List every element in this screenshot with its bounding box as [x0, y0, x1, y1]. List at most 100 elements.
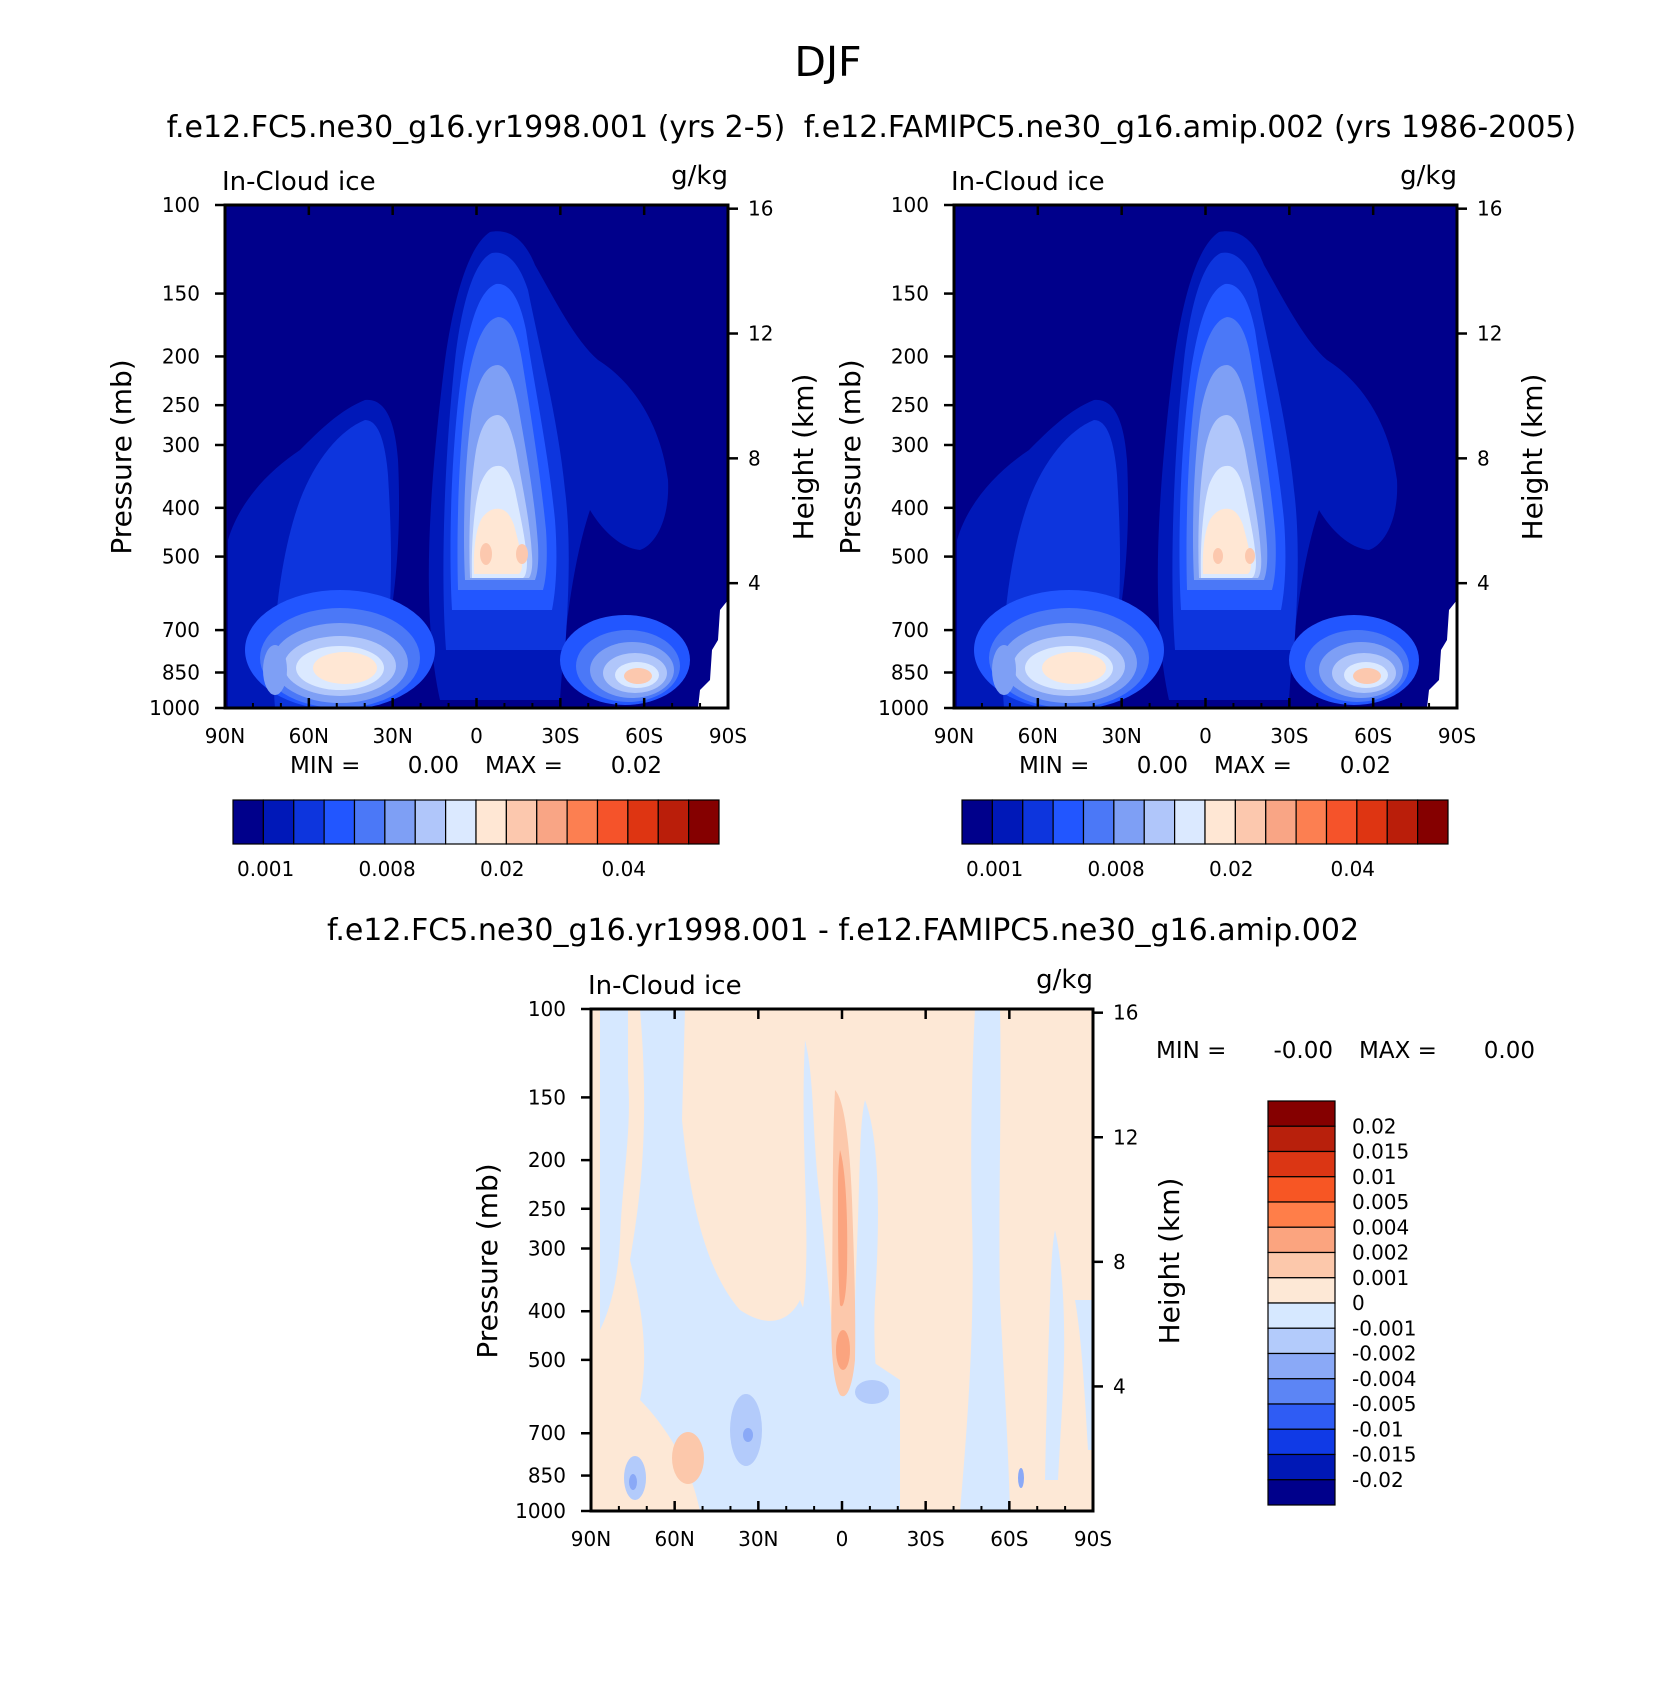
diff-max-label: MAX =	[1359, 1038, 1437, 1064]
y-tick-label: 500	[528, 1348, 566, 1372]
colorbar-swatch	[353, 799, 386, 845]
colorbar-label: 0.008	[359, 857, 416, 881]
height-tick-label: 12	[748, 322, 773, 346]
y-tick-label: 850	[891, 660, 929, 684]
colorbar-label: -0.005	[1352, 1392, 1416, 1416]
height-tick-label: 8	[1113, 1250, 1126, 1274]
diff-units-label: g/kg	[1036, 965, 1093, 995]
y-tick-label: 250	[162, 393, 200, 417]
y-tick-label: 400	[162, 496, 200, 520]
diff-ylabel-height: Height (km)	[1153, 1178, 1186, 1345]
height-tick-label: 4	[748, 571, 761, 595]
y-tick-label: 850	[528, 1464, 566, 1488]
colorbar-label: 0.001	[1352, 1266, 1409, 1290]
left-ylabel-height: Height (km)	[787, 374, 820, 541]
colorbar-label: -0.004	[1352, 1367, 1416, 1391]
colorbar-swatch	[657, 799, 690, 845]
right-axes: 90N 60N 30N 0 30S 60S 90S 100 150 200 250 300 400 500…	[878, 193, 1502, 748]
colorbar-swatch	[1267, 1378, 1336, 1405]
diff-colorbar: 0.020.0150.010.0050.0040.0020.0010-0.001…	[1267, 1100, 1416, 1506]
colorbar-label: -0.02	[1352, 1468, 1404, 1492]
diff-min-label: MIN =	[1156, 1038, 1226, 1064]
left-min-value: 0.00	[408, 753, 459, 779]
y-tick-label: 150	[528, 1085, 566, 1109]
colorbar-swatch	[566, 799, 599, 845]
x-tick-label: 0	[836, 1527, 849, 1551]
diff-panel-title: f.e12.FC5.ne30_g16.yr1998.001 - f.e12.FA…	[327, 913, 1359, 948]
diff-pos-equatorial-core	[838, 1150, 848, 1307]
colorbar-swatch	[536, 799, 568, 845]
x-tick-label: 30N	[738, 1527, 778, 1551]
colorbar-label: 0.002	[1352, 1241, 1409, 1265]
left-axes: 90N 60N 30N 0 30S 60S 90S 100 150 200 250 300 400 500…	[149, 193, 773, 748]
colorbar-swatch	[1267, 1176, 1336, 1203]
diff-neg-sh-column	[960, 1009, 1010, 1511]
colorbar-swatch	[1267, 1251, 1336, 1279]
right-panel: 90N 60N 30N 0 30S 60S 90S 100 150 200 250 300 400 500…	[834, 161, 1549, 881]
colorbar-swatch	[1267, 1479, 1336, 1506]
right-max-value: 0.02	[1340, 753, 1391, 779]
right-variable-label: In-Cloud ice	[951, 167, 1105, 197]
colorbar-swatch	[1267, 1125, 1336, 1153]
x-tick-label: 30N	[1101, 724, 1141, 748]
diff-ylabel-pressure: Pressure (mb)	[471, 1163, 504, 1358]
colorbar-label: 0.04	[602, 857, 647, 881]
y-tick-label: 200	[528, 1148, 566, 1172]
diff-pos-nh-lowlevel	[672, 1432, 704, 1484]
colorbar-swatch	[1143, 799, 1176, 845]
y-tick-label: 100	[528, 997, 566, 1021]
colorbar-swatch	[384, 799, 416, 845]
diff-max-value: 0.00	[1484, 1038, 1535, 1064]
diff-variable-label: In-Cloud ice	[588, 971, 742, 1001]
y-tick-label: 100	[162, 193, 200, 217]
left-nh-low-6	[313, 652, 377, 684]
height-tick-label: 4	[1477, 571, 1490, 595]
colorbar-label: -0.002	[1352, 1342, 1416, 1366]
colorbar-label: 0.02	[1352, 1114, 1397, 1138]
colorbar-swatch	[1052, 799, 1085, 845]
y-tick-label: 200	[891, 344, 929, 368]
colorbar-swatch	[1267, 1453, 1336, 1481]
y-tick-label: 1000	[515, 1499, 566, 1523]
colorbar-swatch	[961, 799, 993, 845]
x-tick-label: 90N	[205, 724, 245, 748]
left-nh-low-left	[263, 645, 287, 695]
diff-neg-tropical-column	[760, 1040, 835, 1511]
colorbar-swatch	[1082, 799, 1115, 845]
diff-neg-nh-midlat-core	[743, 1428, 753, 1442]
colorbar-swatch	[505, 799, 538, 845]
y-tick-label: 500	[891, 545, 929, 569]
right-tropical-max-a	[1213, 548, 1223, 564]
x-tick-label: 90S	[1074, 1527, 1112, 1551]
left-max-value: 0.02	[611, 753, 662, 779]
y-tick-label: 700	[162, 618, 200, 642]
right-min-label: MIN =	[1019, 753, 1089, 779]
colorbar-swatch	[1267, 1403, 1336, 1430]
diff-axes: 90N 60N 30N 0 30S 60S 90S 100 150 200 250 300 400 500…	[515, 997, 1138, 1551]
diff-pos-equatorial-lower	[836, 1330, 850, 1370]
colorbar-swatch	[688, 799, 720, 845]
colorbar-swatch	[1267, 1226, 1336, 1254]
colorbar-swatch	[1113, 799, 1145, 845]
left-variable-label: In-Cloud ice	[222, 167, 376, 197]
colorbar-swatch	[1267, 1428, 1336, 1456]
colorbar-swatch	[445, 799, 477, 845]
left-tropical-max-a	[480, 543, 492, 565]
colorbar-label: 0.001	[237, 857, 294, 881]
diff-panel: 90N 60N 30N 0 30S 60S 90S 100 150 200 250 300 400 500…	[471, 965, 1535, 1551]
colorbar-swatch	[1325, 799, 1358, 845]
colorbar-swatch	[1386, 799, 1419, 845]
colorbar-label: 0	[1352, 1291, 1365, 1315]
right-contours	[957, 231, 1457, 708]
diff-neg-polar-core	[629, 1474, 637, 1490]
colorbar-label: -0.015	[1352, 1443, 1416, 1467]
y-tick-label: 850	[162, 660, 200, 684]
left-missing-region	[698, 600, 728, 708]
left-tropical-max-b	[516, 544, 528, 564]
colorbar-swatch	[627, 799, 659, 845]
y-tick-label: 500	[162, 545, 200, 569]
colorbar-swatch	[596, 799, 629, 845]
colorbar-swatch	[1356, 799, 1388, 845]
colorbar-label: 0.001	[966, 857, 1023, 881]
